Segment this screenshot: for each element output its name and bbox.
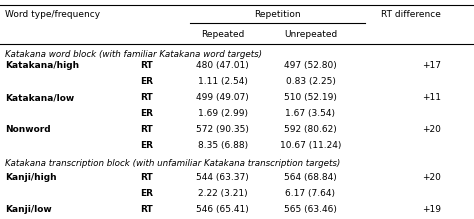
Text: Repetition: Repetition — [254, 10, 301, 19]
Text: 497 (52.80): 497 (52.80) — [284, 61, 337, 70]
Text: +19: +19 — [422, 205, 441, 214]
Text: Word type/frequency: Word type/frequency — [5, 10, 100, 19]
Text: 6.17 (7.64): 6.17 (7.64) — [285, 189, 336, 198]
Text: Katakana word block (with familiar Katakana word targets): Katakana word block (with familiar Katak… — [5, 50, 262, 59]
Text: 510 (52.19): 510 (52.19) — [284, 93, 337, 102]
Text: 546 (65.41): 546 (65.41) — [196, 205, 249, 214]
Text: +11: +11 — [422, 93, 441, 102]
Text: 1.67 (3.54): 1.67 (3.54) — [285, 109, 336, 118]
Text: Kanji/high: Kanji/high — [5, 173, 56, 182]
Text: RT: RT — [140, 173, 153, 182]
Text: 2.22 (3.21): 2.22 (3.21) — [198, 189, 247, 198]
Text: Kanji/low: Kanji/low — [5, 205, 52, 214]
Text: 572 (90.35): 572 (90.35) — [196, 125, 249, 134]
Text: 1.11 (2.54): 1.11 (2.54) — [198, 77, 248, 86]
Text: Katakana/low: Katakana/low — [5, 93, 74, 102]
Text: 564 (68.84): 564 (68.84) — [284, 173, 337, 182]
Text: 0.83 (2.25): 0.83 (2.25) — [285, 77, 336, 86]
Text: RT: RT — [140, 125, 153, 134]
Text: ER: ER — [140, 109, 153, 118]
Text: ER: ER — [140, 189, 153, 198]
Text: 565 (63.46): 565 (63.46) — [284, 205, 337, 214]
Text: Repeated: Repeated — [201, 30, 245, 39]
Text: Nonword: Nonword — [5, 125, 50, 134]
Text: RT difference: RT difference — [381, 10, 441, 19]
Text: 592 (80.62): 592 (80.62) — [284, 125, 337, 134]
Text: +20: +20 — [422, 125, 441, 134]
Text: RT: RT — [140, 93, 153, 102]
Text: ER: ER — [140, 77, 153, 86]
Text: 10.67 (11.24): 10.67 (11.24) — [280, 141, 341, 150]
Text: +20: +20 — [422, 173, 441, 182]
Text: RT: RT — [140, 61, 153, 70]
Text: Unrepeated: Unrepeated — [284, 30, 337, 39]
Text: +17: +17 — [422, 61, 441, 70]
Text: Katakana/high: Katakana/high — [5, 61, 79, 70]
Text: 1.69 (2.99): 1.69 (2.99) — [198, 109, 248, 118]
Text: 480 (47.01): 480 (47.01) — [196, 61, 249, 70]
Text: RT: RT — [140, 205, 153, 214]
Text: ER: ER — [140, 141, 153, 150]
Text: 544 (63.37): 544 (63.37) — [196, 173, 249, 182]
Text: Katakana transcription block (with unfamiliar Katakana transcription targets): Katakana transcription block (with unfam… — [5, 159, 340, 168]
Text: 499 (49.07): 499 (49.07) — [196, 93, 249, 102]
Text: 8.35 (6.88): 8.35 (6.88) — [198, 141, 248, 150]
